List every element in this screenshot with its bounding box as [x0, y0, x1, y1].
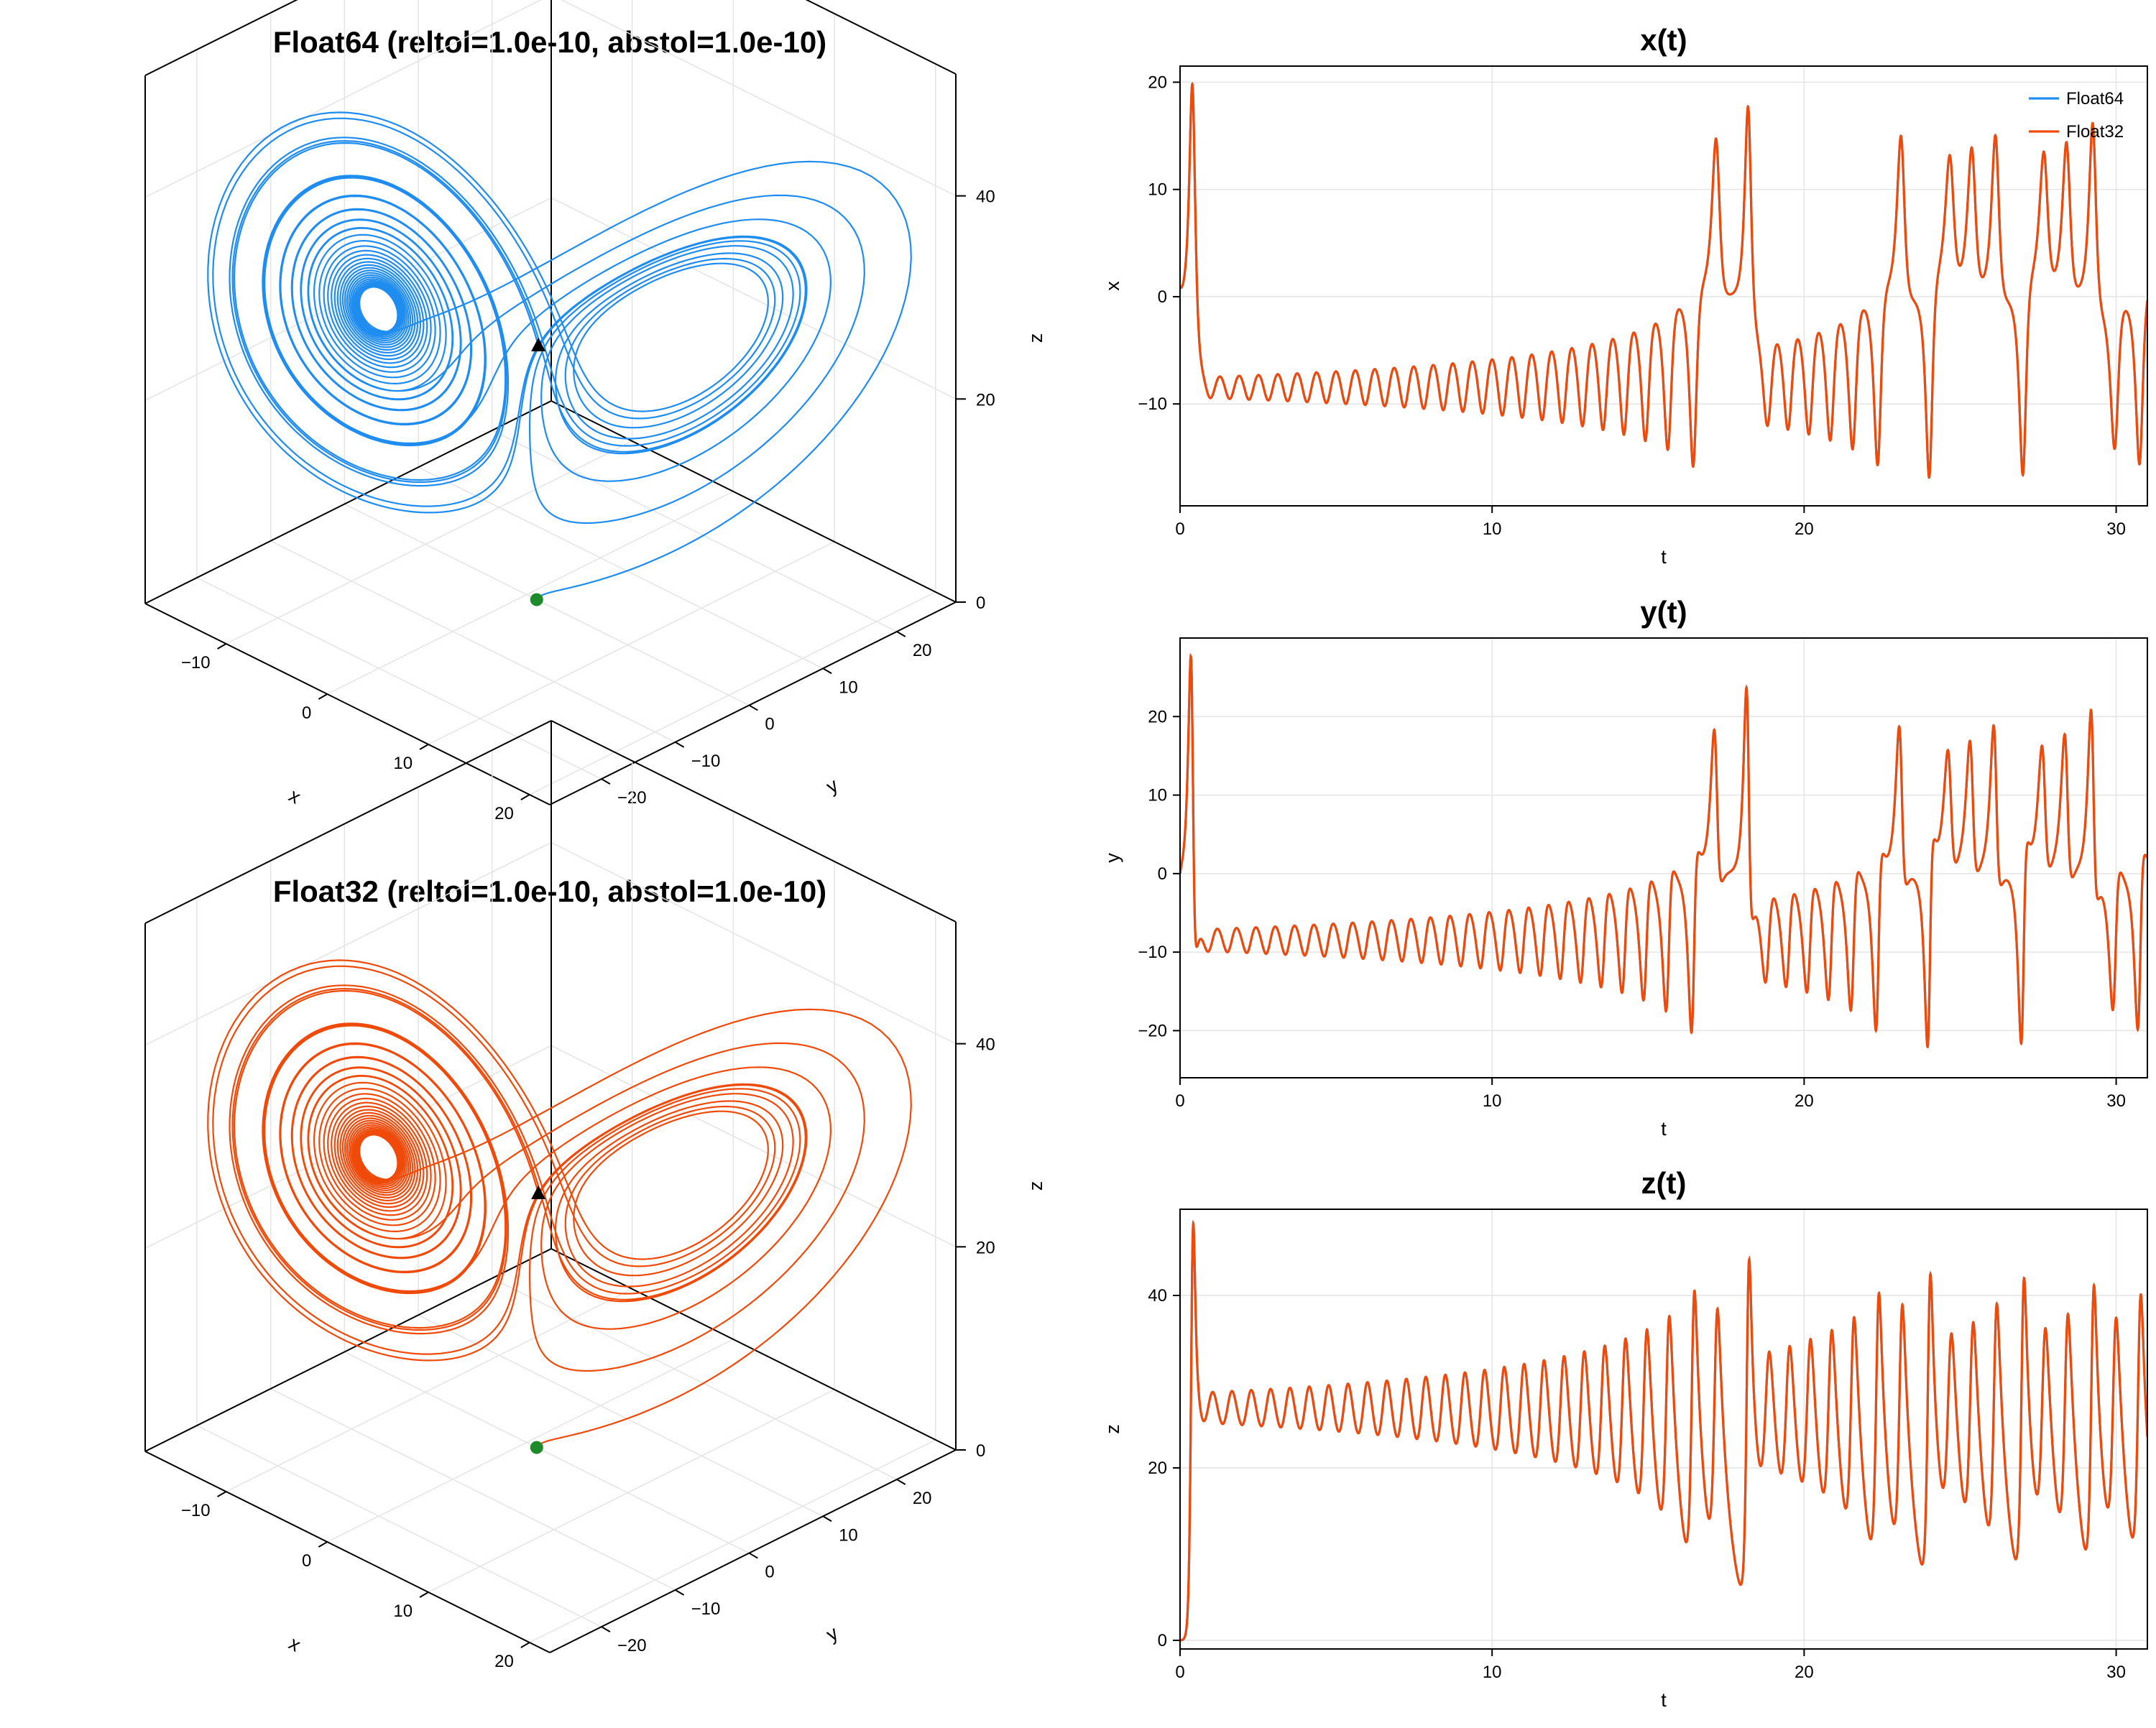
panel-z-of-t: z(t) 0 10 20 30 0 20 40 t z	[1102, 1166, 2148, 1711]
panel-3d-float64-ztick: 20	[976, 390, 995, 410]
panel-y-of-t-ytick: 20	[1148, 707, 1167, 726]
panel-3d-float64-title: Float64 (reltol=1.0e-10, abstol=1.0e-10)	[273, 25, 826, 59]
panel-3d-float32-ytick: −20	[617, 1636, 647, 1655]
panel-x-of-t-ytick: −10	[1138, 394, 1167, 414]
panel-3d-float64-end-marker	[531, 338, 546, 352]
panel-3d-float64-frame	[144, 0, 966, 805]
panel-x-of-t-title: x(t)	[1640, 23, 1687, 57]
panel-3d-float64-grid	[144, 0, 957, 795]
panel-3d-float32-ytick: 0	[765, 1563, 774, 1582]
panel-x-of-t-ylabel: x	[1102, 281, 1123, 291]
panel-3d-float64-xtick: −10	[181, 653, 211, 673]
panel-y-of-t-tick-marks	[1173, 716, 2117, 1085]
panel-3d-float64-ytick: 0	[765, 715, 774, 734]
panel-3d-float32-ztick: 0	[976, 1441, 985, 1461]
panel-x-of-t-xtick: 10	[1483, 519, 1502, 539]
panel-y-of-t-ytick: −10	[1138, 943, 1167, 962]
panel-3d-float64-xlabel: x	[285, 785, 305, 808]
panel-3d-float32-end-marker	[531, 1185, 546, 1199]
panel-y-of-t-ylabel: y	[1102, 853, 1123, 863]
panel-3d-float32-ztick: 20	[976, 1238, 995, 1257]
panel-3d-float64-ytick: 10	[839, 678, 858, 697]
panel-3d-float32-start-marker	[530, 1441, 543, 1454]
panel-z-of-t-ytick: 0	[1158, 1631, 1167, 1650]
panel-x-of-t-gridlines	[1179, 66, 2147, 506]
panel-3d-float64-zlabel: z	[1025, 333, 1046, 343]
panel-3d-float32-xtick: 20	[494, 1652, 514, 1671]
panel-x-of-t-xlabel: t	[1661, 546, 1667, 568]
panel-y-of-t-title: y(t)	[1640, 595, 1687, 629]
panel-3d-float32-ytick: 10	[839, 1525, 858, 1545]
panel-3d-float32-ticks: −10 0 10 20 −20 −10 0 10 20 0 20 40	[181, 1035, 995, 1671]
panel-3d-float32-ytick: −10	[691, 1599, 721, 1619]
panel-x-of-t-frame	[1179, 65, 2148, 507]
panel-3d-float32-zlabel: z	[1025, 1181, 1046, 1191]
panel-3d-float32-xtick: −10	[181, 1501, 211, 1520]
panel-3d-float64: Float64 (reltol=1.0e-10, abstol=1.0e-10)…	[144, 0, 1046, 823]
panel-z-of-t-xlabel: t	[1661, 1689, 1667, 1711]
panel-z-of-t-ylabel: z	[1102, 1424, 1123, 1434]
panel-y-of-t-xtick: 20	[1795, 1091, 1814, 1111]
panel-3d-float64-ticks: −10 0 10 20 −20 −10 0 10 20 0 20 40	[181, 188, 995, 823]
panel-x-of-t-xtick: 20	[1795, 519, 1814, 539]
panel-y-of-t-line-float32	[1180, 652, 2147, 1049]
panel-3d-float64-ytick: 20	[913, 641, 932, 660]
panel-z-of-t-xtick: 0	[1175, 1663, 1184, 1682]
panel-y-of-t-ytick: −20	[1138, 1021, 1167, 1040]
panel-3d-float32: Float32 (reltol=1.0e-10, abstol=1.0e-10)…	[144, 720, 1046, 1671]
panel-z-of-t-title: z(t)	[1641, 1166, 1687, 1200]
legend: Float64 Float32	[2029, 89, 2124, 142]
panel-3d-float64-ytick: −10	[691, 752, 721, 771]
panel-3d-float32-ztick: 40	[976, 1035, 995, 1055]
panel-z-of-t-line-float32	[1180, 1219, 2147, 1642]
panel-y-of-t-ytick: 10	[1148, 786, 1167, 805]
panel-3d-float32-grid	[144, 750, 957, 1643]
panel-y-of-t-xtick: 10	[1483, 1091, 1502, 1111]
panel-y-of-t-ytick: 0	[1158, 864, 1167, 884]
panel-x-of-t-ytick: 20	[1148, 73, 1167, 92]
panel-3d-float64-ztick: 40	[976, 188, 995, 207]
panel-3d-float32-title: Float32 (reltol=1.0e-10, abstol=1.0e-10)	[273, 874, 826, 908]
panel-3d-float32-xtick: 0	[302, 1551, 311, 1571]
panel-3d-float64-xtick: 10	[393, 754, 413, 773]
panel-z-of-t-xtick: 20	[1795, 1663, 1814, 1682]
panel-x-of-t-ytick: 10	[1148, 180, 1167, 200]
legend-label-float32: Float32	[2066, 122, 2124, 142]
panel-3d-float32-ytick: 20	[913, 1489, 932, 1508]
panel-3d-float64-ylabel: y	[823, 774, 842, 798]
panel-3d-float32-trajectory	[207, 959, 912, 1449]
panel-y-of-t-xtick: 30	[2106, 1091, 2126, 1111]
panel-y-of-t-xtick: 0	[1175, 1091, 1184, 1111]
panel-3d-float64-trajectory	[207, 111, 912, 601]
panel-y-of-t-xlabel: t	[1661, 1118, 1667, 1140]
panel-3d-float32-ylabel: y	[823, 1622, 842, 1645]
panel-z-of-t-ytick: 40	[1148, 1286, 1167, 1306]
panel-x-of-t-ytick: 0	[1158, 287, 1167, 307]
panel-x-of-t-tick-marks	[1173, 81, 2117, 513]
panel-x-of-t-xtick: 30	[2106, 519, 2126, 539]
panel-3d-float64-start-marker	[530, 593, 543, 606]
panel-3d-float64-xtick: 20	[494, 804, 514, 823]
panel-3d-float32-xtick: 10	[393, 1602, 413, 1621]
panel-y-of-t: y(t) 0 10 20 30 −20 −10 0 10 20 t y	[1102, 595, 2148, 1140]
panel-3d-float64-ztick: 0	[976, 593, 985, 613]
panel-x-of-t-line-float32	[1180, 82, 2147, 479]
panel-y-of-t-frame	[1179, 637, 2148, 1078]
panel-z-of-t-tick-marks	[1173, 1295, 2117, 1656]
panel-z-of-t-xtick: 10	[1483, 1663, 1502, 1682]
panel-y-of-t-gridlines	[1179, 638, 2147, 1078]
panel-3d-float32-xlabel: x	[285, 1632, 305, 1656]
panel-z-of-t-xtick: 30	[2106, 1663, 2126, 1682]
panel-3d-float64-xtick: 0	[302, 703, 311, 723]
legend-label-float64: Float64	[2066, 89, 2124, 108]
panel-x-of-t-xtick: 0	[1175, 519, 1184, 539]
panel-z-of-t-frame	[1179, 1209, 2148, 1650]
panel-z-of-t-ytick: 20	[1148, 1459, 1167, 1478]
panel-x-of-t: x(t) 0 10 20 30 −10 0 10 20 t x Float64 …	[1102, 23, 2148, 568]
